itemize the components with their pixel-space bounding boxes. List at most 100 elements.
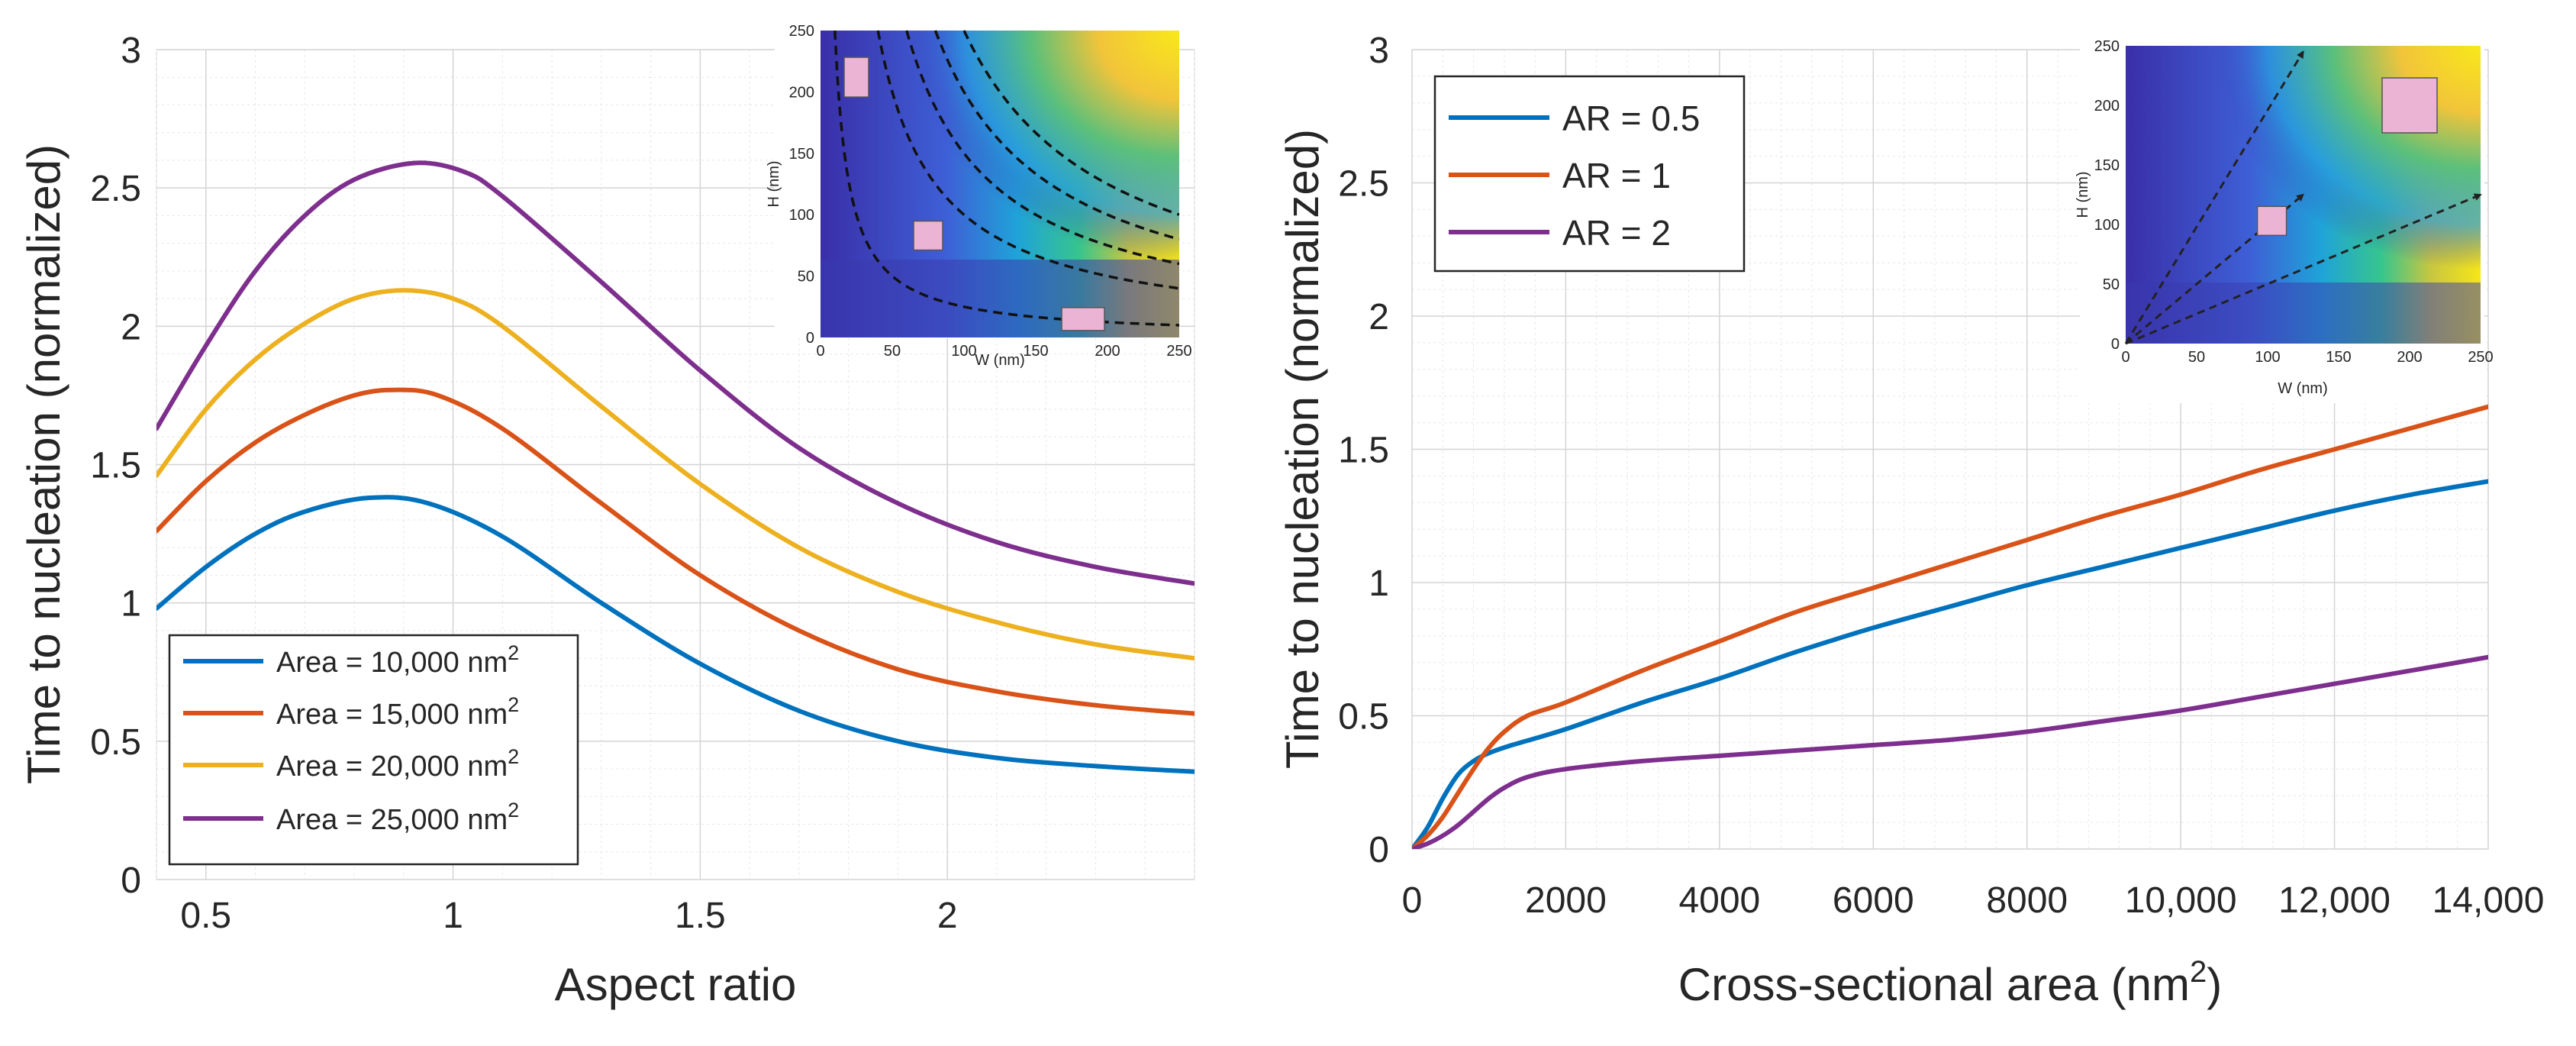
- inset-x-tick-label: 200: [1095, 343, 1120, 360]
- right-inset-tick-labels: 0 50 100 150 200 250 0 50 100 150 200 250: [2094, 38, 2494, 366]
- inset-x-tick-label: 250: [1166, 343, 1191, 360]
- inset-y-tick-label: 250: [2094, 38, 2120, 55]
- x-tick-label: 6000: [1833, 880, 1914, 921]
- inset-iso-area-contour: [933, 30, 1180, 241]
- legend-label-area-25000: Area = 25,000 nm2: [276, 799, 519, 836]
- inset-x-tick-label: 250: [2468, 349, 2493, 366]
- inset-y-tick-label: 50: [798, 269, 814, 286]
- legend-label-area-10000: Area = 10,000 nm2: [276, 641, 519, 679]
- left-inset-markers: [843, 56, 1105, 331]
- right-tick-labels: 0 2000 4000 6000 8000 10,000 12,000 14,00000.51…: [1338, 31, 2544, 921]
- right-inset-lowband: [2126, 282, 2481, 344]
- inset-y-tick-label: 100: [789, 207, 814, 224]
- right-inset-x-label: W (nm): [2278, 380, 2328, 397]
- inset-geometry-marker: [913, 220, 943, 251]
- y-tick-label: 3: [121, 31, 141, 71]
- y-tick-label: 2.5: [1338, 164, 1389, 205]
- x-tick-label: 2000: [1525, 880, 1607, 921]
- inset-iso-area-contour: [876, 30, 1180, 290]
- inset-y-tick-label: 0: [2111, 336, 2120, 353]
- y-tick-label: 1.5: [1338, 431, 1389, 471]
- right-inset-ar-arrows: [2124, 50, 2482, 345]
- inset-geometry-marker: [843, 56, 869, 98]
- left-y-axis-label: Time to nucleation (normalized): [18, 144, 69, 784]
- y-tick-label: 1: [1369, 563, 1389, 604]
- legend-label-ar-2: AR = 2: [1562, 213, 1671, 253]
- y-tick-label: 0.5: [90, 722, 141, 763]
- series-line-1: [156, 387, 1195, 716]
- inset-x-tick-label: 100: [2255, 349, 2280, 366]
- series-line-1: [1412, 404, 2488, 849]
- left-inset-dashed-contours: [833, 30, 1180, 327]
- inset-iso-area-contour: [962, 30, 1180, 216]
- left-inset-heatmap: 0 50 100 150 200 250 0 50 100 150 200 250 W (nm) H …: [766, 23, 1192, 369]
- left-series-lines: [156, 160, 1195, 774]
- left-inset-tick-labels: 0 50 100 150 200 250 0 50 100 150 200 250: [789, 23, 1192, 360]
- x-tick-label: 10,000: [2125, 880, 2237, 921]
- inset-aspect-ratio-arrow: [2124, 50, 2304, 344]
- right-chart: 0 2000 4000 6000 8000 10,000 12,000 14,00000.51…: [1277, 31, 2544, 1010]
- right-inset-heatmap: 0 50 100 150 200 250 0 50 100 150 200 250 W (nm) H …: [2075, 38, 2494, 403]
- left-inset-x-label: W (nm): [975, 352, 1025, 369]
- series-line-3: [156, 160, 1195, 586]
- y-tick-label: 0: [121, 860, 141, 901]
- inset-y-tick-label: 0: [806, 330, 814, 347]
- left-tick-labels: 0.5 1 1.5 2 0 0.5 1 1.5 2 2.5 3: [90, 31, 957, 936]
- y-tick-label: 2: [1369, 297, 1389, 337]
- y-tick-label: 0: [1369, 830, 1389, 870]
- legend-label-ar-0-5: AR = 0.5: [1562, 98, 1700, 138]
- y-tick-label: 3: [1369, 31, 1389, 71]
- inset-y-tick-label: 250: [789, 23, 814, 40]
- series-line-2: [1412, 654, 2488, 849]
- series-line-0: [1412, 479, 2488, 849]
- inset-x-tick-label: 200: [2397, 349, 2422, 366]
- right-legend: AR = 0.5 AR = 1 AR = 2: [1433, 75, 1746, 273]
- right-series-lines: [1412, 404, 2488, 849]
- left-chart: 0.5 1 1.5 2 0 0.5 1 1.5 2 2.5 3 Time to nucleation…: [18, 23, 1195, 1010]
- inset-x-tick-label: 150: [2326, 349, 2351, 366]
- inset-x-tick-label: 0: [2121, 349, 2129, 366]
- x-tick-label: 8000: [1986, 880, 2068, 921]
- right-x-axis-label: Cross-sectional area (nm2): [1678, 955, 2222, 1010]
- x-tick-label: 4000: [1678, 880, 1760, 921]
- inset-x-tick-label: 100: [951, 343, 976, 360]
- series-line-2: [156, 288, 1195, 661]
- inset-x-tick-label: 50: [2188, 349, 2205, 366]
- x-tick-label: 0.5: [180, 896, 231, 936]
- y-tick-label: 1: [121, 584, 141, 625]
- right-inset-y-label: H (nm): [2075, 171, 2091, 218]
- inset-x-tick-label: 150: [1023, 343, 1048, 360]
- inset-geometry-marker: [2381, 77, 2438, 134]
- inset-y-tick-label: 150: [2094, 157, 2120, 174]
- inset-iso-area-contour: [833, 30, 1180, 327]
- inset-x-tick-label: 50: [884, 343, 901, 360]
- y-tick-label: 2.5: [90, 169, 141, 209]
- legend-label-area-20000: Area = 20,000 nm2: [276, 745, 519, 783]
- left-legend: Area = 10,000 nm2 Area = 15,000 nm2 Area…: [168, 634, 579, 866]
- inset-y-tick-label: 50: [2103, 276, 2120, 293]
- inset-y-tick-label: 150: [789, 146, 814, 163]
- inset-iso-area-contour: [905, 30, 1180, 266]
- inset-y-tick-label: 200: [2094, 98, 2120, 115]
- legend-label-ar-1: AR = 1: [1562, 156, 1671, 195]
- y-tick-label: 0.5: [1338, 697, 1389, 738]
- left-x-axis-label: Aspect ratio: [555, 959, 797, 1010]
- x-tick-label: 14,000: [2433, 880, 2545, 921]
- y-tick-label: 2: [121, 307, 141, 347]
- inset-geometry-marker: [2256, 205, 2287, 237]
- x-tick-label: 1: [443, 896, 463, 936]
- x-tick-label: 1.5: [675, 896, 726, 936]
- right-inset-markers: [2256, 77, 2438, 237]
- y-tick-label: 1.5: [90, 446, 141, 486]
- legend-label-area-15000: Area = 15,000 nm2: [276, 693, 519, 731]
- left-inset-lowband: [821, 260, 1179, 337]
- left-inset-y-label: H (nm): [766, 160, 782, 207]
- inset-geometry-marker: [1061, 307, 1105, 331]
- inset-x-tick-label: 0: [816, 343, 824, 360]
- x-tick-label: 12,000: [2278, 880, 2391, 921]
- inset-y-tick-label: 100: [2094, 217, 2120, 234]
- series-line-0: [156, 495, 1195, 774]
- x-tick-label: 0: [1402, 880, 1423, 921]
- inset-y-tick-label: 200: [789, 84, 814, 101]
